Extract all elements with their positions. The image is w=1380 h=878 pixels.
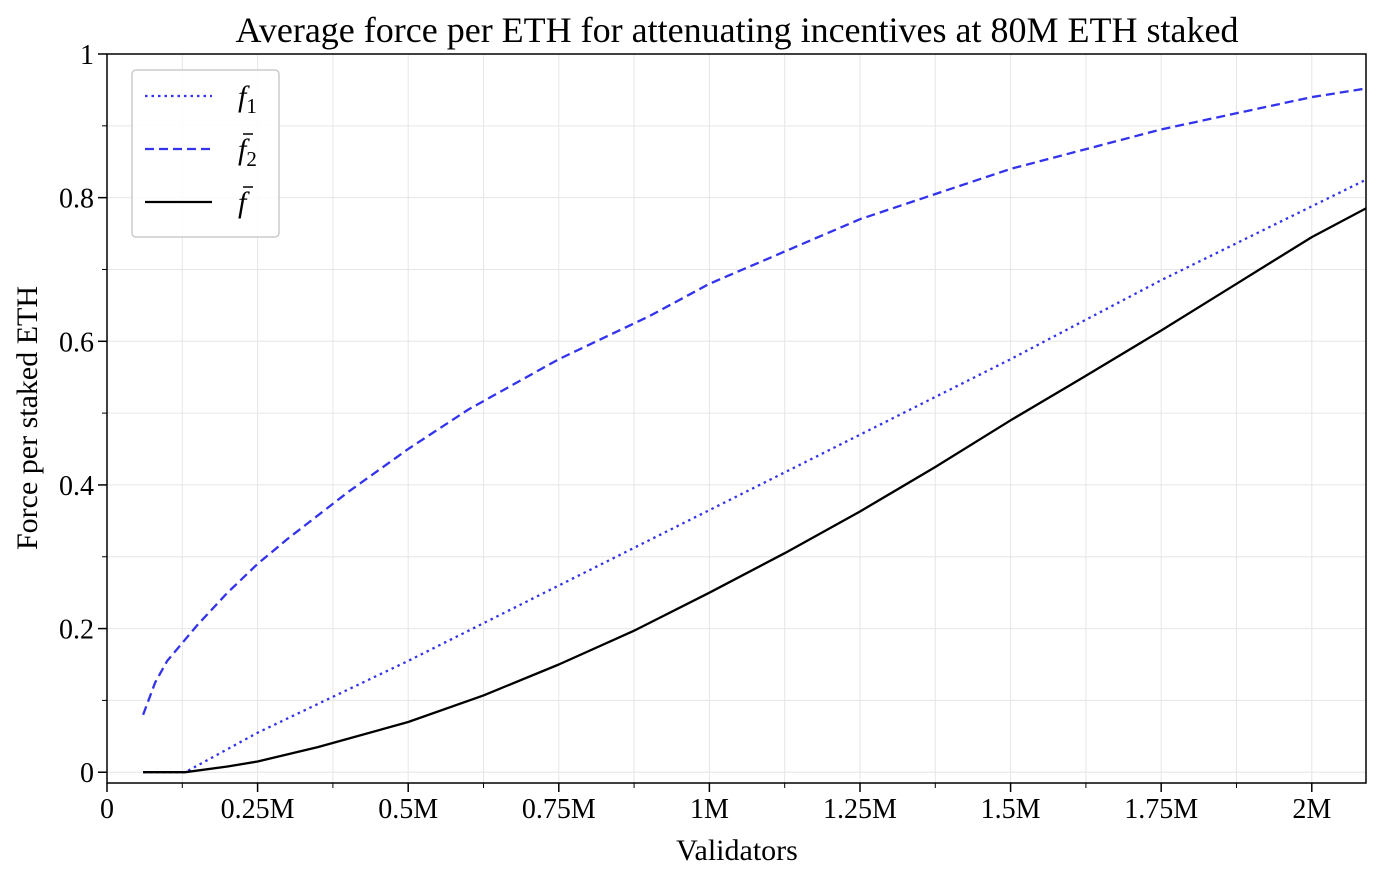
x-tick-label: 1.25M <box>823 794 897 825</box>
series-line-1 <box>143 178 1367 774</box>
series-line-2 <box>142 87 1367 716</box>
legend-box <box>131 69 280 238</box>
y-tick-label: 0.8 <box>59 184 94 215</box>
grid <box>106 53 1366 783</box>
y-axis-ticks: 0 0.2 0.4 0.6 0.8 1 <box>59 40 107 789</box>
y-axis-label: Force per staked ETH <box>11 286 44 550</box>
minor-ticks <box>102 125 1237 788</box>
x-tick-label: 1M <box>690 794 729 825</box>
y-tick-label: 0.2 <box>59 615 94 646</box>
chart-title: Average force per ETH for attenuating in… <box>236 10 1239 50</box>
x-tick-label: 2M <box>1292 794 1331 825</box>
x-tick-label: 0.5M <box>378 794 438 825</box>
plot-frame <box>106 53 1367 784</box>
x-tick-label: 0 <box>100 794 114 825</box>
x-axis-ticks: 0 0.25M 0.5M 0.75M 1M 1.25M 1.5M 1.75M 2M <box>100 783 1331 825</box>
y-tick-label: 0 <box>80 758 94 789</box>
series-line-3 <box>143 207 1367 774</box>
x-tick-label: 1.75M <box>1124 794 1198 825</box>
x-tick-label: 1.5M <box>981 794 1041 825</box>
x-tick-label: 0.75M <box>522 794 596 825</box>
series-layer <box>142 87 1367 774</box>
legend-subscript-1: 1 <box>246 94 257 118</box>
legend-subscript-2: 2 <box>246 147 257 171</box>
y-tick-label: 1 <box>80 40 94 71</box>
x-tick-label: 0.25M <box>221 794 295 825</box>
y-tick-label: 0.6 <box>59 327 94 358</box>
x-axis-label: Validators <box>676 834 798 867</box>
y-tick-label: 0.4 <box>59 471 94 502</box>
